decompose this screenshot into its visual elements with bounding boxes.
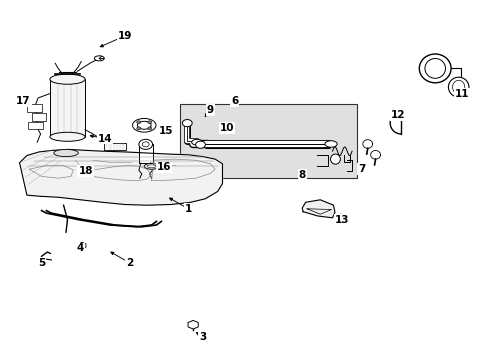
Ellipse shape bbox=[50, 74, 85, 84]
Text: 6: 6 bbox=[231, 96, 238, 106]
Text: 12: 12 bbox=[390, 110, 405, 120]
Circle shape bbox=[182, 120, 192, 127]
Polygon shape bbox=[302, 200, 334, 218]
Text: 18: 18 bbox=[78, 166, 93, 176]
Text: 13: 13 bbox=[334, 215, 349, 225]
Text: 10: 10 bbox=[220, 123, 234, 133]
Text: 16: 16 bbox=[156, 162, 171, 172]
Ellipse shape bbox=[132, 118, 156, 132]
Ellipse shape bbox=[147, 165, 156, 168]
Text: 8: 8 bbox=[298, 170, 305, 180]
Circle shape bbox=[137, 127, 141, 130]
Circle shape bbox=[137, 121, 141, 124]
Text: 9: 9 bbox=[206, 105, 213, 115]
Ellipse shape bbox=[419, 54, 450, 83]
Ellipse shape bbox=[447, 77, 468, 97]
Circle shape bbox=[195, 141, 205, 148]
Text: 3: 3 bbox=[199, 332, 206, 342]
Ellipse shape bbox=[144, 163, 159, 169]
Text: 19: 19 bbox=[117, 31, 132, 41]
Circle shape bbox=[139, 139, 152, 149]
Polygon shape bbox=[20, 149, 222, 205]
Text: 5: 5 bbox=[38, 258, 45, 268]
Text: 4: 4 bbox=[77, 243, 84, 253]
Text: 11: 11 bbox=[454, 89, 468, 99]
Bar bbox=[28, 122, 43, 129]
Bar bbox=[104, 143, 126, 150]
Text: 7: 7 bbox=[357, 164, 365, 174]
Ellipse shape bbox=[452, 80, 464, 94]
Bar bbox=[32, 113, 46, 121]
Text: 14: 14 bbox=[98, 134, 112, 144]
Ellipse shape bbox=[424, 58, 445, 78]
Bar bbox=[50, 79, 85, 137]
Text: 2: 2 bbox=[126, 258, 133, 268]
Bar bbox=[180, 104, 356, 178]
Circle shape bbox=[147, 127, 151, 130]
Circle shape bbox=[142, 142, 149, 147]
Text: 15: 15 bbox=[159, 126, 173, 136]
Ellipse shape bbox=[330, 154, 340, 164]
Ellipse shape bbox=[54, 149, 78, 157]
Text: 1: 1 bbox=[184, 204, 191, 214]
Ellipse shape bbox=[137, 121, 151, 129]
Bar bbox=[139, 144, 152, 163]
Ellipse shape bbox=[50, 132, 85, 141]
Ellipse shape bbox=[94, 56, 104, 61]
Circle shape bbox=[147, 121, 151, 124]
Ellipse shape bbox=[324, 141, 337, 147]
Text: 17: 17 bbox=[16, 96, 31, 106]
Ellipse shape bbox=[191, 139, 202, 145]
Bar bbox=[27, 104, 41, 112]
